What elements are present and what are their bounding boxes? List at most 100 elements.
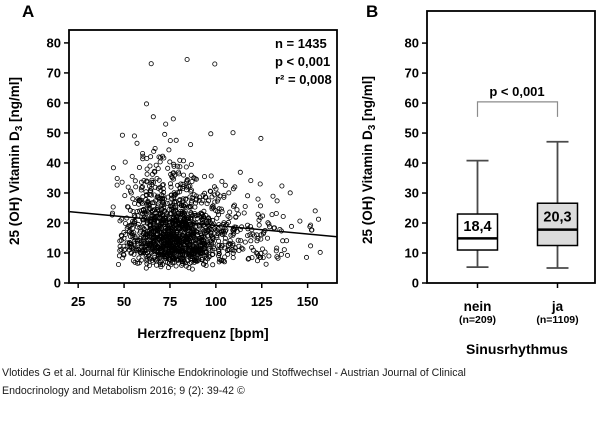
scatter-point <box>130 208 136 214</box>
scatter-point <box>114 175 120 181</box>
scatter-point <box>142 209 148 215</box>
scatter-point <box>125 184 131 190</box>
scatter-point <box>168 203 174 209</box>
scatter-point <box>177 164 183 170</box>
scatter-point <box>134 238 140 244</box>
scatter-point <box>126 240 132 246</box>
scatter-point <box>203 250 209 256</box>
scatter-point <box>201 208 207 214</box>
scatter-point <box>151 200 157 206</box>
scatter-point <box>120 255 126 261</box>
scatter-point <box>155 225 161 231</box>
scatter-point <box>141 178 147 184</box>
scatter-point <box>194 237 200 243</box>
scatter-point <box>230 255 236 261</box>
scatter-point <box>206 246 212 252</box>
scatter-point <box>176 247 182 253</box>
scatter-point <box>208 189 214 195</box>
y-tick-label: 80 <box>405 36 419 51</box>
scatter-point <box>168 232 174 238</box>
scatter-point <box>249 255 255 261</box>
panel-a-stat-n: n = 1435 <box>275 36 327 51</box>
scatter-point <box>181 248 187 254</box>
scatter-point <box>201 261 207 267</box>
scatter-point <box>258 254 264 260</box>
scatter-point <box>274 198 280 204</box>
scatter-point <box>143 101 149 107</box>
scatter-point <box>248 178 254 184</box>
group-label-nein: nein <box>464 299 492 314</box>
y-tick-label: 70 <box>405 66 419 81</box>
scatter-point <box>204 201 210 207</box>
scatter-point <box>172 199 178 205</box>
scatter-point <box>163 121 169 127</box>
scatter-point <box>181 242 187 248</box>
scatter-point <box>187 256 193 262</box>
scatter-point <box>265 220 271 226</box>
scatter-point <box>164 260 170 266</box>
panel-a-stat-r2: r² = 0,008 <box>275 72 332 87</box>
scatter-point <box>195 244 201 250</box>
scatter-point <box>210 234 216 240</box>
scatter-point <box>144 171 150 177</box>
scatter-point <box>247 232 253 238</box>
scatter-point <box>246 255 252 261</box>
scatter-point <box>181 257 187 263</box>
scatter-point <box>181 203 187 209</box>
scatter-point <box>178 249 184 255</box>
group-label-ja: ja <box>551 299 564 314</box>
scatter-point <box>152 225 158 231</box>
scatter-point <box>141 212 147 218</box>
box-ja <box>536 202 579 247</box>
scatter-point <box>184 238 190 244</box>
scatter-point <box>256 222 262 228</box>
scatter-point <box>148 244 154 250</box>
panel-b-axes: 0 10 20 30 40 50 60 70 80 <box>405 10 596 291</box>
scatter-point <box>182 208 188 214</box>
scatter-point <box>155 249 161 255</box>
panel-b-y-axis-title: 25 (OH) Vitamin D3 [ng/ml] <box>360 76 378 244</box>
scatter-point <box>122 159 128 165</box>
scatter-point <box>253 250 259 256</box>
scatter-point <box>177 197 183 203</box>
scatter-point <box>263 261 269 267</box>
scatter-point <box>114 182 120 188</box>
scatter-point <box>128 241 134 247</box>
scatter-point <box>267 224 273 230</box>
scatter-point <box>177 157 183 163</box>
scatter-point <box>218 229 224 235</box>
scatter-point <box>266 253 272 259</box>
scatter-point <box>151 192 157 198</box>
scatter-point <box>157 155 163 161</box>
x-tick-label: 75 <box>163 294 177 309</box>
scatter-point <box>172 236 178 242</box>
scatter-point <box>315 216 321 222</box>
scatter-point <box>150 179 156 185</box>
scatter-point <box>227 209 233 215</box>
scatter-point <box>129 173 135 179</box>
y-tick-label: 40 <box>405 156 419 171</box>
scatter-point <box>308 227 314 233</box>
scatter-point <box>178 202 184 208</box>
scatter-point <box>143 189 149 195</box>
scatter-point <box>202 234 208 240</box>
scatter-point <box>184 179 190 185</box>
scatter-point <box>180 198 186 204</box>
scatter-point <box>143 251 149 257</box>
scatter-point <box>235 211 241 217</box>
scatter-point <box>169 174 175 180</box>
scatter-point <box>155 195 161 201</box>
y-tick-label: 20 <box>405 216 419 231</box>
scatter-point <box>188 238 194 244</box>
scatter-point <box>162 249 168 255</box>
scatter-point <box>158 243 164 249</box>
scatter-point <box>166 147 172 153</box>
scatter-point <box>122 193 128 199</box>
scatter-point <box>170 236 176 242</box>
scatter-point <box>180 208 186 214</box>
scatter-point <box>191 259 197 265</box>
scatter-point <box>176 226 182 232</box>
scatter-point <box>177 186 183 192</box>
scatter-point <box>234 207 240 213</box>
scatter-point <box>167 159 173 165</box>
